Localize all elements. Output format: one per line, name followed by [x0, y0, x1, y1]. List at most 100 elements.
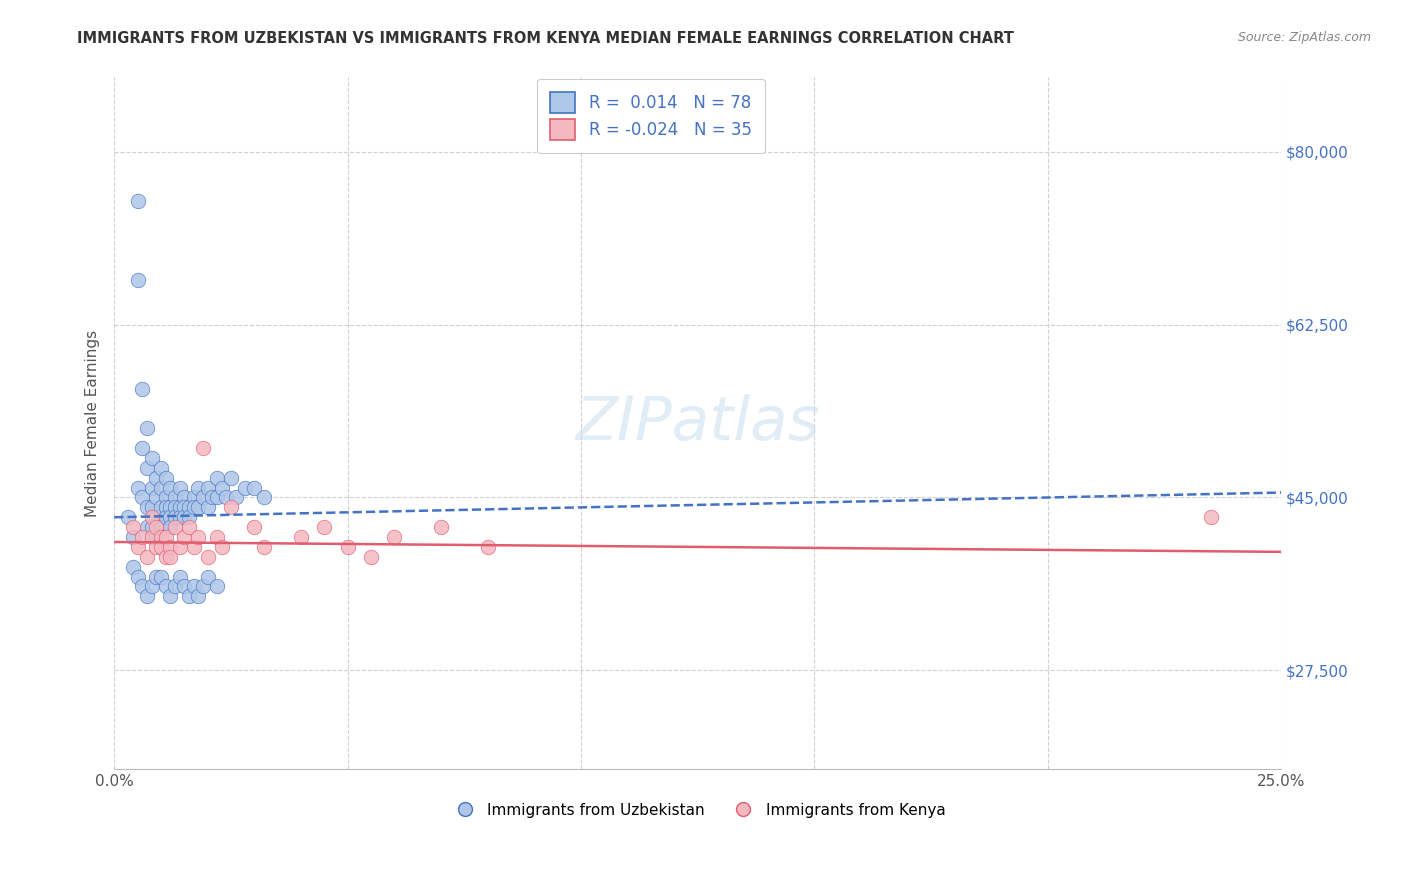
Point [117, 510, 139, 524]
Point [135, 500, 157, 515]
Point [163, 579, 186, 593]
Point [197, 500, 219, 515]
Point [163, 510, 186, 524]
Point [336, 540, 359, 554]
Point [145, 491, 167, 505]
Point [430, 520, 453, 534]
Point [163, 491, 186, 505]
Point [131, 382, 153, 396]
Point [477, 540, 499, 554]
Point [173, 579, 195, 593]
Point [191, 579, 214, 593]
Point [145, 471, 167, 485]
Point [382, 530, 405, 544]
Point [205, 579, 228, 593]
Point [169, 481, 191, 495]
Point [141, 500, 163, 515]
Point [205, 530, 228, 544]
Point [135, 421, 157, 435]
Point [177, 500, 200, 515]
Point [159, 510, 181, 524]
Point [155, 549, 177, 564]
Point [314, 520, 336, 534]
Point [141, 520, 163, 534]
Point [197, 549, 219, 564]
Point [159, 549, 181, 564]
Point [173, 510, 195, 524]
Point [127, 569, 149, 583]
Point [197, 481, 219, 495]
Point [233, 481, 256, 495]
Point [173, 530, 195, 544]
Y-axis label: Median Female Earnings: Median Female Earnings [86, 330, 100, 517]
Point [169, 500, 191, 515]
Point [155, 579, 177, 593]
Point [149, 481, 172, 495]
Text: Source: ZipAtlas.com: Source: ZipAtlas.com [1237, 31, 1371, 45]
Point [127, 273, 149, 287]
Point [163, 520, 186, 534]
Point [159, 500, 181, 515]
Point [135, 549, 157, 564]
Point [183, 540, 205, 554]
Point [159, 481, 181, 495]
Point [252, 491, 274, 505]
Point [141, 481, 163, 495]
Point [127, 194, 149, 208]
Point [145, 540, 167, 554]
Point [243, 520, 266, 534]
Point [149, 540, 172, 554]
Point [145, 510, 167, 524]
Point [183, 500, 205, 515]
Point [191, 441, 214, 455]
Point [243, 481, 266, 495]
Point [159, 520, 181, 534]
Point [169, 569, 191, 583]
Point [149, 530, 172, 544]
Point [205, 491, 228, 505]
Point [225, 491, 247, 505]
Point [169, 540, 191, 554]
Point [145, 530, 167, 544]
Point [215, 491, 238, 505]
Point [159, 590, 181, 604]
Point [173, 500, 195, 515]
Point [1199, 510, 1222, 524]
Point [127, 481, 149, 495]
Point [149, 520, 172, 534]
Point [177, 510, 200, 524]
Point [187, 530, 209, 544]
Point [121, 530, 143, 544]
Point [145, 569, 167, 583]
Point [201, 491, 224, 505]
Point [211, 540, 233, 554]
Legend: Immigrants from Uzbekistan, Immigrants from Kenya: Immigrants from Uzbekistan, Immigrants f… [443, 797, 952, 824]
Text: ZIPatlas: ZIPatlas [575, 394, 820, 453]
Point [155, 471, 177, 485]
Point [169, 510, 191, 524]
Point [219, 500, 242, 515]
Point [177, 590, 200, 604]
Point [149, 460, 172, 475]
Point [131, 579, 153, 593]
Point [141, 579, 163, 593]
Point [155, 530, 177, 544]
Point [360, 549, 382, 564]
Point [159, 540, 181, 554]
Point [183, 579, 205, 593]
Point [121, 520, 143, 534]
Point [252, 540, 274, 554]
Point [131, 530, 153, 544]
Point [149, 500, 172, 515]
Point [183, 491, 205, 505]
Point [187, 481, 209, 495]
Point [141, 530, 163, 544]
Point [187, 500, 209, 515]
Point [197, 569, 219, 583]
Text: IMMIGRANTS FROM UZBEKISTAN VS IMMIGRANTS FROM KENYA MEDIAN FEMALE EARNINGS CORRE: IMMIGRANTS FROM UZBEKISTAN VS IMMIGRANTS… [77, 31, 1014, 46]
Point [155, 500, 177, 515]
Point [141, 510, 163, 524]
Point [187, 590, 209, 604]
Point [149, 569, 172, 583]
Point [145, 520, 167, 534]
